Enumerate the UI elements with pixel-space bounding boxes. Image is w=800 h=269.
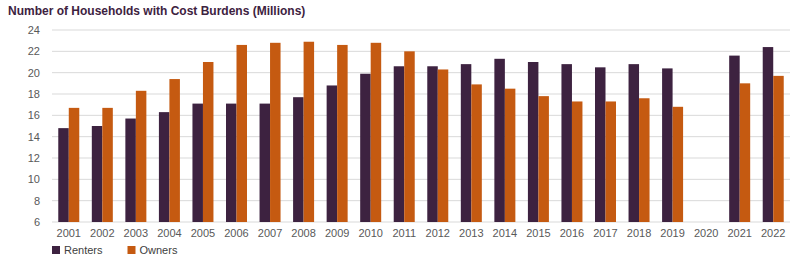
x-tick-label: 2016 — [560, 227, 584, 239]
x-tick-label: 2012 — [426, 227, 450, 239]
bar — [58, 128, 69, 222]
y-tick-label: 20 — [28, 67, 40, 79]
bar — [69, 108, 80, 222]
x-tick-label: 2004 — [157, 227, 181, 239]
bar — [169, 79, 180, 222]
y-tick-label: 24 — [28, 24, 40, 36]
bar — [327, 85, 338, 222]
x-tick-label: 2019 — [660, 227, 684, 239]
bar — [371, 43, 382, 222]
x-tick-label: 2011 — [392, 227, 416, 239]
bar — [572, 101, 583, 222]
x-tick-label: 2006 — [224, 227, 248, 239]
grid-line — [52, 30, 790, 31]
x-tick-label: 2007 — [258, 227, 282, 239]
bar — [461, 64, 472, 222]
bar — [203, 62, 214, 222]
legend: Renters Owners — [52, 244, 178, 256]
bar — [438, 69, 449, 222]
x-tick-label: 2013 — [459, 227, 483, 239]
bar — [337, 45, 348, 222]
y-tick-label: 6 — [34, 216, 40, 228]
legend-swatch — [128, 246, 136, 254]
bar — [471, 84, 482, 222]
bar — [159, 112, 170, 222]
x-tick-label: 2014 — [493, 227, 517, 239]
bar — [293, 97, 304, 222]
x-tick-label: 2002 — [90, 227, 114, 239]
bar — [505, 89, 516, 222]
bar — [538, 96, 549, 222]
y-tick-label: 18 — [28, 88, 40, 100]
y-tick-label: 22 — [28, 45, 40, 57]
x-tick-label: 2009 — [325, 227, 349, 239]
bar — [360, 74, 371, 222]
legend-label: Renters — [64, 244, 103, 256]
legend-swatch — [52, 246, 60, 254]
grid-line — [52, 51, 790, 52]
bar — [260, 104, 271, 222]
bar — [606, 101, 617, 222]
legend-label: Owners — [140, 244, 178, 256]
bar — [729, 56, 740, 222]
bar — [226, 104, 237, 222]
bar — [763, 47, 774, 222]
bar — [673, 107, 684, 222]
grid-line — [52, 94, 790, 95]
x-tick-label: 2015 — [526, 227, 550, 239]
x-tick-label: 2008 — [291, 227, 315, 239]
chart-svg: Number of Households with Cost Burdens (… — [0, 0, 800, 269]
x-tick-label: 2001 — [57, 227, 81, 239]
bar — [528, 62, 539, 222]
x-tick-label: 2021 — [727, 227, 751, 239]
bar — [192, 104, 203, 222]
y-tick-label: 16 — [28, 109, 40, 121]
y-tick-label: 14 — [28, 131, 40, 143]
x-tick-label: 2022 — [761, 227, 785, 239]
bar — [136, 91, 147, 222]
bar — [92, 126, 103, 222]
bar — [662, 68, 673, 222]
y-tick-label: 10 — [28, 173, 40, 185]
x-tick-label: 2010 — [358, 227, 382, 239]
bar — [125, 119, 136, 222]
chart-container: Number of Households with Cost Burdens (… — [0, 0, 800, 269]
bar — [102, 108, 113, 222]
bar — [394, 66, 405, 222]
y-tick-label: 12 — [28, 152, 40, 164]
bar — [270, 43, 281, 222]
bar — [639, 98, 650, 222]
grid-line — [52, 72, 790, 73]
x-tick-label: 2003 — [124, 227, 148, 239]
bar — [773, 76, 784, 222]
bars — [58, 42, 783, 222]
x-tick-label: 2017 — [593, 227, 617, 239]
bar — [494, 59, 505, 222]
chart-title: Number of Households with Cost Burdens (… — [8, 4, 305, 18]
grid — [52, 30, 790, 222]
bar — [404, 51, 415, 222]
bar — [427, 66, 438, 222]
y-tick-label: 8 — [34, 195, 40, 207]
x-tick-label: 2018 — [627, 227, 651, 239]
bar — [237, 45, 248, 222]
bar — [595, 67, 606, 222]
x-tick-label: 2020 — [694, 227, 718, 239]
bar — [629, 64, 640, 222]
bar — [561, 64, 572, 222]
x-tick-label: 2005 — [191, 227, 215, 239]
bar — [304, 42, 315, 222]
bar — [740, 83, 751, 222]
